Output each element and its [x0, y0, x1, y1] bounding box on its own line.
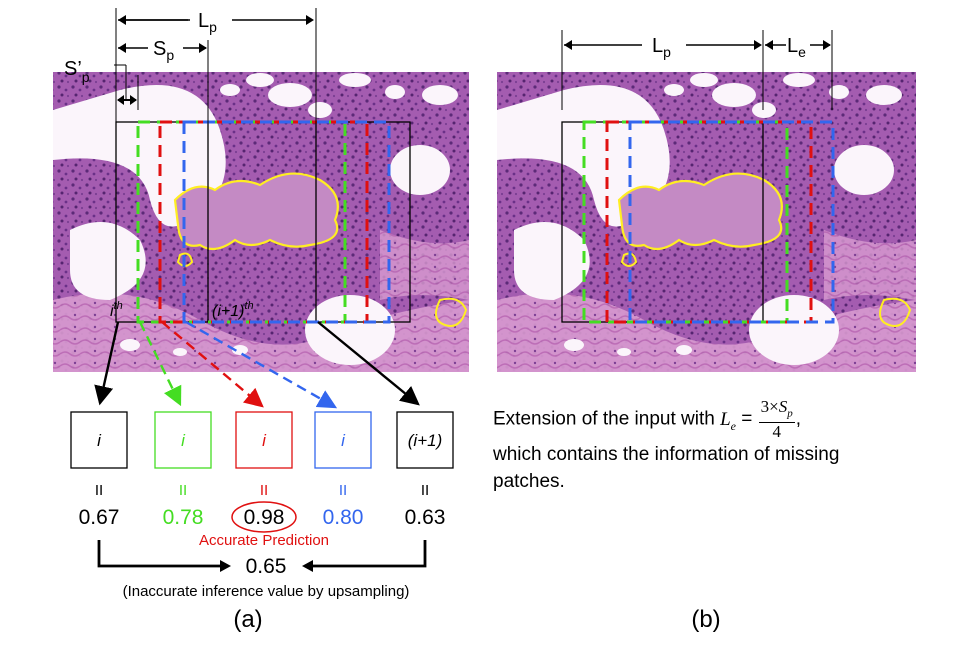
panel-b-description: Extension of the input with Le = 3×Sp 4, …: [493, 398, 943, 495]
lp-label-b: Lp: [652, 35, 671, 60]
le-label-b: Le: [787, 35, 806, 60]
comma: ,: [795, 408, 802, 430]
value-blue: 0.80: [323, 506, 364, 529]
le-symbol: Le: [720, 408, 736, 433]
equals-sign: II: [179, 482, 187, 499]
value-green: 0.78: [163, 506, 204, 529]
description-line-2: which contains the information of missin…: [493, 444, 840, 466]
result-box-label: i: [262, 431, 267, 450]
value-black-i: 0.67: [79, 506, 120, 529]
panel-b-patch-boxes: [561, 120, 835, 324]
result-box-black-i1: [396, 411, 454, 469]
le-fraction: 3×Sp 4: [758, 397, 795, 442]
panel-a-arrows: [94, 320, 420, 409]
panel-a-patch-boxes: [115, 120, 411, 324]
equals-signs: II II II II II: [95, 482, 429, 499]
upsampling-bracket: [97, 540, 427, 572]
prediction-values: 0.67 0.78 0.98 0.80 0.63: [79, 506, 446, 529]
equals-text: =: [736, 408, 758, 430]
panel-b-histology-image: [497, 72, 916, 372]
result-box-label: (i+1): [408, 431, 442, 450]
result-box-label: i: [341, 431, 346, 450]
equals-sign: II: [260, 482, 268, 499]
upsampled-value: 0.65: [246, 555, 287, 578]
accurate-prediction-label: Accurate Prediction: [199, 532, 329, 549]
lp-label-a: Lp: [198, 10, 217, 35]
equals-sign: II: [421, 482, 429, 499]
patch-blue-dashed-b: [628, 120, 835, 324]
accurate-highlight-ellipse: [231, 501, 297, 533]
panel-b-dimensions: Lp Le: [561, 30, 833, 110]
result-box-red-i: [235, 411, 293, 469]
result-box-green-i: [154, 411, 212, 469]
result-box-label: i: [97, 431, 102, 450]
result-box-black-i: [70, 411, 128, 469]
panel-a-result-boxes: i i i i (i+1): [70, 411, 454, 469]
i1th-patch-label: (i+1)th: [212, 300, 254, 320]
value-red: 0.98: [244, 506, 285, 529]
result-box-blue-i: [314, 411, 372, 469]
equals-sign: II: [339, 482, 347, 499]
patch-blue-dashed: [182, 120, 391, 324]
equals-sign: II: [95, 482, 103, 499]
panel-a-caption: (a): [233, 606, 262, 633]
value-black-i1: 0.63: [405, 506, 446, 529]
upsampling-note: (Inaccurate inference value by upsamplin…: [123, 583, 410, 600]
result-box-label: i: [181, 431, 186, 450]
panel-a-dimensions: Lp Sp S’p: [64, 8, 317, 125]
sprime-label: S’p: [64, 58, 90, 85]
description-line-3: patches.: [493, 471, 565, 493]
description-line-1: Extension of the input with Le = 3×Sp 4,: [493, 398, 943, 441]
description-text: Extension of the input with: [493, 408, 721, 430]
ith-patch-label: ith: [110, 300, 123, 320]
panel-b-caption: (b): [691, 606, 720, 633]
sp-label-a: Sp: [153, 38, 174, 63]
